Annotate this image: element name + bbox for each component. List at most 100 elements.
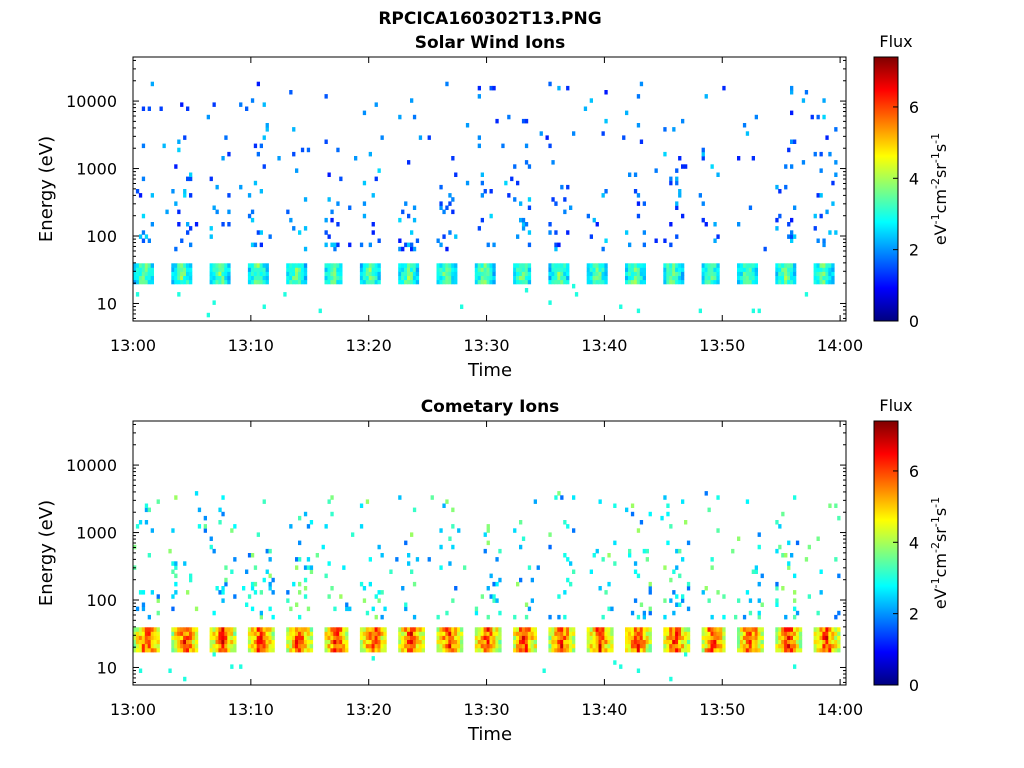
spectrogram-cell [460, 643, 464, 649]
spectrogram-cell [186, 590, 190, 595]
spectrogram-cell [265, 279, 269, 285]
spectrogram-cell [701, 647, 705, 653]
spectrogram-cell [189, 263, 193, 268]
spectrogram-cell [144, 263, 149, 268]
spectrogram-cell [259, 279, 263, 285]
spectrogram-cell [722, 627, 726, 632]
spectrogram-cell [524, 627, 529, 632]
spectrogram-cell [757, 610, 761, 616]
spectrogram-cell [790, 139, 794, 144]
spectrogram-cell [669, 263, 673, 268]
spectrogram-cell [339, 627, 343, 632]
spectrogram-cell [415, 238, 420, 243]
spectrogram-cell [790, 275, 794, 281]
spectrogram-cell [321, 544, 325, 550]
spectrogram-cell [177, 631, 181, 636]
spectrogram-cell [819, 168, 823, 173]
spectrogram-cell [516, 627, 520, 632]
spectrogram-cell [678, 639, 682, 645]
spectrogram-cell [666, 271, 670, 276]
spectrogram-cell [480, 631, 484, 636]
spectrogram-cell [333, 242, 337, 248]
spectrogram-cell [633, 569, 638, 574]
figure-title: RPCICA160302T13.PNG [378, 9, 601, 29]
spectrogram-cell [186, 263, 190, 268]
spectrogram-cell [474, 627, 479, 632]
spectrogram-cell [722, 643, 726, 649]
spectrogram-cell [598, 275, 602, 281]
spectrogram-cell [398, 114, 402, 120]
spectrogram-cell [147, 643, 151, 649]
spectrogram-cell [834, 557, 838, 562]
spectrogram-cell [147, 279, 151, 285]
spectrogram-cell [147, 271, 151, 276]
spectrogram-cell [250, 553, 255, 558]
spectrogram-cell [569, 581, 573, 587]
spectrogram-cell [133, 271, 137, 276]
spectrogram-cell [191, 635, 196, 640]
spectrogram-cell [150, 627, 154, 632]
spectrogram-cell [336, 147, 340, 153]
spectrogram-cell [374, 635, 378, 640]
x-tick: 13:30 [463, 57, 510, 355]
spectrogram-cell [716, 234, 720, 239]
spectrogram-cell [333, 631, 337, 636]
spectrogram-cell [716, 627, 720, 632]
spectrogram-cell [348, 205, 352, 210]
spectrogram-cell [303, 279, 308, 285]
spectrogram-cell [345, 606, 349, 612]
spectrogram-cell [548, 275, 552, 281]
spectrogram-cell [548, 631, 552, 636]
spectrogram-cell [795, 643, 800, 649]
spectrogram-cell [548, 81, 552, 87]
spectrogram-cell [135, 524, 140, 529]
spectrogram-cell [401, 263, 405, 268]
spectrogram-cell [793, 267, 797, 272]
spectrogram-cell [454, 234, 458, 239]
spectrogram-cell [816, 631, 820, 636]
spectrogram-cell [412, 205, 417, 210]
spectrogram-cell [675, 271, 679, 276]
spectrogram-cell [303, 511, 308, 517]
spectrogram-cell [566, 271, 570, 276]
spectrogram-cell [486, 263, 490, 268]
spectrogram-cell [787, 279, 791, 285]
spectrogram-cell [454, 172, 458, 177]
spectrogram-cell [412, 627, 417, 632]
spectrogram-cell [822, 238, 826, 243]
spectrogram-cell [439, 201, 443, 206]
spectrogram-cell [324, 573, 328, 579]
spectrogram-cell [486, 267, 490, 272]
spectrogram-cell [362, 201, 367, 206]
spectrogram-cell [551, 635, 555, 640]
spectrogram-cell [218, 263, 222, 268]
x-tick: 13:10 [228, 421, 274, 719]
spectrogram-cell [630, 610, 635, 616]
spectrogram-cell [180, 627, 184, 632]
spectrogram-cell [757, 544, 761, 550]
spectrogram-cell [345, 647, 349, 653]
spectrogram-cell [265, 127, 269, 132]
spectrogram-cell [412, 631, 417, 636]
spectrogram-cell [813, 271, 817, 276]
spectrogram-cell [239, 664, 243, 669]
spectrogram-cell [133, 631, 137, 636]
spectrogram-cell [489, 279, 493, 285]
spectrogram-cell [371, 631, 375, 636]
spectrogram-cell [144, 234, 149, 239]
spectrogram-cell [460, 627, 464, 632]
spectrogram-cell [666, 275, 670, 281]
spectrogram-cell [572, 643, 576, 649]
spectrogram-cell [221, 275, 225, 281]
spectrogram-cell [804, 90, 809, 95]
spectrogram-cell [713, 627, 717, 632]
spectrogram-cell [147, 631, 151, 636]
spectrogram-cell [681, 631, 685, 636]
spectrogram-cell [457, 627, 461, 632]
spectrogram-cell [713, 222, 717, 227]
spectrogram-cell [598, 263, 602, 268]
spectrogram-cell [784, 184, 788, 190]
spectrogram-cell [415, 639, 420, 645]
spectrogram-cell [793, 643, 797, 649]
spectrogram-cell [516, 234, 520, 239]
